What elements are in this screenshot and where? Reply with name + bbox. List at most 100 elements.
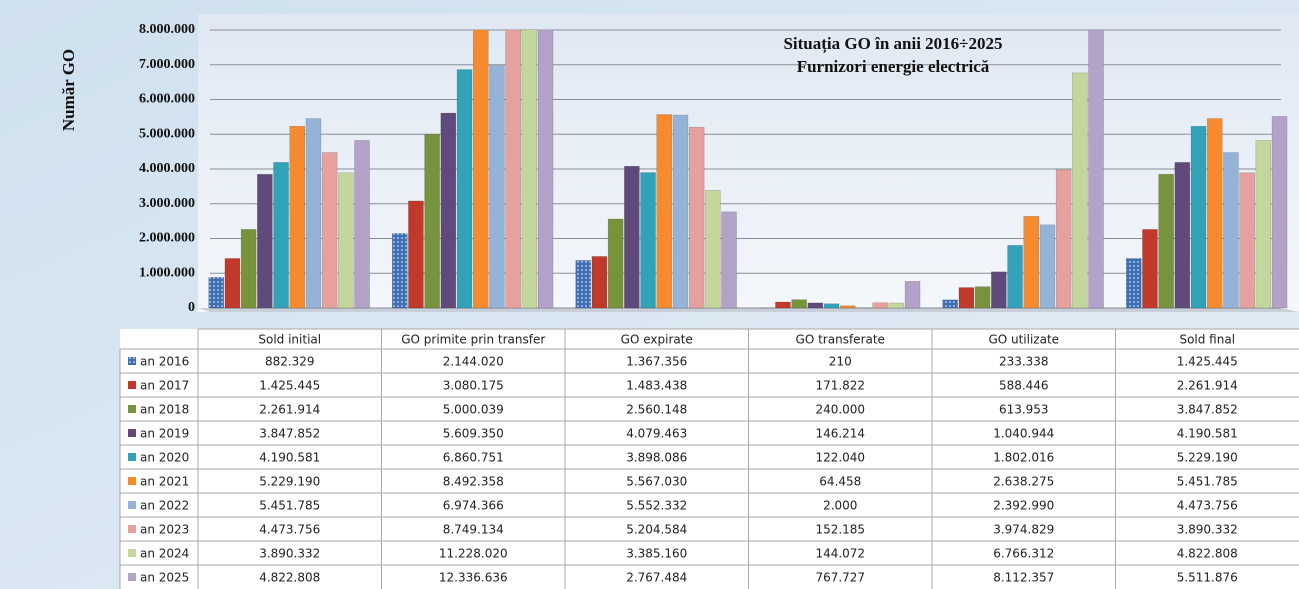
plot-area (198, 14, 1299, 312)
legend-swatch (128, 381, 136, 389)
legend-label: an 2020 (140, 451, 189, 465)
x-tick-label: GO expirate (621, 333, 693, 347)
table-cell: 8.112.357 (993, 571, 1054, 585)
table-cell: 11.228.020 (439, 547, 508, 561)
table-cell: 2.392.990 (993, 499, 1054, 513)
table-cell: 588.446 (999, 379, 1049, 393)
bar (904, 281, 921, 309)
bar (575, 260, 591, 309)
bar (1174, 162, 1191, 309)
table-cell: 4.079.463 (626, 427, 687, 441)
bar (473, 30, 489, 309)
legend-label: an 2023 (140, 523, 189, 537)
legend-swatch (128, 453, 136, 461)
bar (721, 211, 737, 309)
bar (456, 69, 473, 309)
y-tick-label: 0 (188, 300, 195, 315)
table-cell: 1.425.445 (1177, 355, 1238, 369)
bar (1239, 172, 1255, 309)
table-cell: 2.560.148 (626, 403, 687, 417)
y-tick-label: 2.000.000 (139, 231, 195, 246)
bar (273, 162, 289, 309)
bar (974, 286, 991, 309)
legend-label: an 2025 (140, 571, 189, 585)
bar (1255, 140, 1272, 309)
table-cell: 4.822.808 (259, 571, 320, 585)
table-cell: 1.367.356 (626, 355, 687, 369)
table-cell: 4.473.756 (1177, 499, 1238, 513)
bar (505, 30, 521, 309)
bar (942, 299, 958, 309)
bar (321, 152, 338, 309)
x-tick-label: Sold initial (258, 333, 321, 347)
bar (1088, 30, 1104, 309)
bar (489, 65, 505, 309)
legend-label: an 2021 (140, 475, 189, 489)
bar (208, 277, 224, 309)
bar (624, 165, 640, 309)
legend-swatch (128, 357, 136, 365)
x-tick-label: GO transferate (796, 333, 885, 347)
y-tick-label: 4.000.000 (139, 161, 195, 176)
bar (705, 190, 721, 309)
table-cell: 210 (829, 355, 852, 369)
y-tick-label: 5.000.000 (139, 126, 195, 141)
table-bg (120, 329, 1299, 589)
table-cell: 122.040 (815, 451, 865, 465)
bar (640, 172, 656, 309)
bar (1207, 118, 1223, 309)
table-cell: 5.511.876 (1177, 571, 1238, 585)
y-tick-label: 6.000.000 (139, 92, 195, 107)
table-cell: 1.483.438 (626, 379, 687, 393)
bar (591, 256, 608, 309)
y-axis-label: Număr GO (59, 49, 78, 131)
bar (1142, 229, 1158, 309)
bar (656, 114, 672, 309)
bar (688, 126, 705, 309)
bar (1158, 174, 1174, 309)
bar (872, 302, 888, 309)
table-cell: 3.890.332 (1177, 523, 1238, 537)
bar (888, 302, 905, 309)
table-cell: 5.451.785 (259, 499, 320, 513)
table-cell: 146.214 (815, 427, 865, 441)
bar (537, 30, 554, 309)
table-cell: 2.767.484 (626, 571, 687, 585)
table-cell: 64.458 (819, 475, 861, 489)
table-cell: 3.847.852 (1177, 403, 1238, 417)
table-cell: 6.766.312 (993, 547, 1054, 561)
bar (521, 30, 538, 309)
legend-label: an 2016 (140, 355, 189, 369)
table-cell: 1.040.944 (993, 427, 1054, 441)
table-cell: 1.802.016 (993, 451, 1054, 465)
table-cell: 1.425.445 (259, 379, 320, 393)
table-cell: 233.338 (999, 355, 1049, 369)
bar (1126, 258, 1142, 309)
legend-swatch (128, 573, 136, 581)
bar (424, 133, 440, 309)
legend-label: an 2024 (140, 547, 189, 561)
bar (807, 302, 824, 309)
bar (1271, 116, 1288, 309)
table-cell: 144.072 (815, 547, 865, 561)
bar (607, 218, 624, 309)
table-cell: 12.336.636 (439, 571, 508, 585)
bar (338, 172, 354, 309)
table-cell: 171.822 (815, 379, 865, 393)
table-cell: 3.898.086 (626, 451, 687, 465)
table-cell: 240.000 (815, 403, 865, 417)
table-cell: 5.609.350 (443, 427, 504, 441)
legend-swatch (128, 525, 136, 533)
bar (672, 114, 689, 309)
bar (1039, 224, 1056, 309)
table-cell: 767.727 (815, 571, 865, 585)
y-tick-label: 1.000.000 (139, 265, 195, 280)
bar (991, 271, 1007, 309)
legend-swatch (128, 477, 136, 485)
bar (958, 287, 975, 309)
table-cell: 3.080.175 (443, 379, 504, 393)
table-cell: 2.638.275 (993, 475, 1054, 489)
bar (791, 299, 807, 309)
table-cell: 4.822.808 (1177, 547, 1238, 561)
table-cell: 882.329 (265, 355, 315, 369)
